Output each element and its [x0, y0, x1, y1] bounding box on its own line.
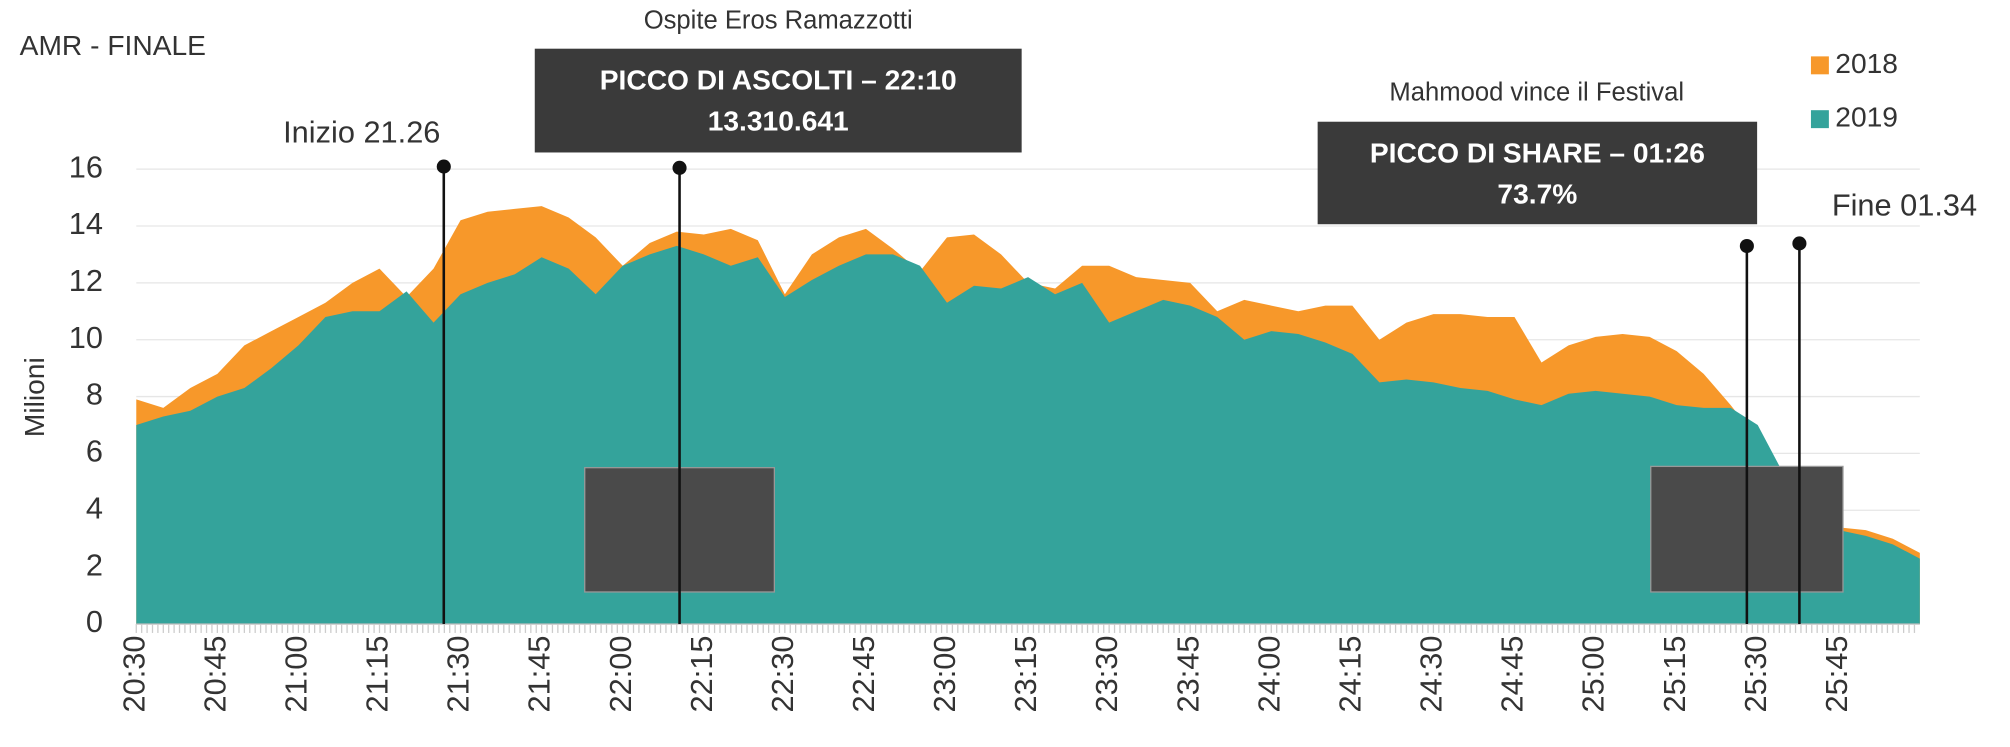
- x-tick-label: 24:00: [1251, 636, 1286, 713]
- y-axis-label: Milioni: [18, 357, 50, 437]
- annotation-text: Fine 01.34: [1832, 188, 1977, 223]
- x-tick-label: 22:30: [765, 636, 800, 713]
- annotation-text: Ospite Eros Ramazzotti: [644, 7, 913, 35]
- annotation-dot: [673, 161, 687, 175]
- x-tick-label: 21:30: [441, 636, 476, 713]
- annotation-dot: [1792, 236, 1806, 250]
- x-tick-label: 25:45: [1819, 636, 1854, 713]
- x-tick-label: 21:45: [522, 636, 557, 713]
- y-tick-label: 16: [69, 149, 103, 184]
- x-tick-label: 23:15: [1008, 636, 1043, 713]
- annotation-text: Mahmood vince il Festival: [1389, 78, 1684, 106]
- y-tick-label: 2: [86, 547, 103, 582]
- y-tick-label: 4: [86, 490, 103, 525]
- annotation-box-text: 73.7%: [1497, 177, 1577, 209]
- y-tick-label: 10: [69, 320, 103, 355]
- page: {"chart_data": { "type": "area", "title"…: [0, 0, 2010, 747]
- chart: AMR - FINALE Milioni 0 2 4 6 8 10 12 14 16 20:30 2…: [0, 0, 2010, 747]
- legend-swatch: [1811, 110, 1829, 128]
- x-tick-label: 23:45: [1170, 636, 1205, 713]
- legend-swatch: [1811, 56, 1829, 74]
- x-tick-label: 22:15: [684, 636, 719, 713]
- annotation-text: Inizio 21.26: [283, 115, 440, 150]
- x-tick-label: 22:45: [846, 636, 881, 713]
- x-tick-label: 23:00: [927, 636, 962, 713]
- x-tick-label: 20:30: [116, 636, 151, 713]
- y-tick-label: 12: [69, 263, 103, 298]
- annotation-dot: [1740, 239, 1754, 253]
- x-tick-label: 22:00: [603, 636, 638, 713]
- x-tick-label: 24:45: [1495, 636, 1530, 713]
- x-tick-label: 24:15: [1332, 636, 1367, 713]
- x-tick-label: 25:15: [1657, 636, 1692, 713]
- x-tick-label: 21:00: [279, 636, 314, 713]
- y-tick-label: 8: [86, 377, 103, 412]
- chart-title: AMR - FINALE: [20, 29, 206, 61]
- legend-label: 2018: [1835, 47, 1898, 79]
- x-tick-label: 23:30: [1089, 636, 1124, 713]
- annotation-box-text: PICCO DI ASCOLTI – 22:10: [600, 63, 957, 95]
- x-tick-label: 24:30: [1414, 636, 1449, 713]
- y-tick-label: 6: [86, 434, 103, 469]
- y-tick-label: 0: [86, 604, 103, 639]
- annotation-box-text: 13.310.641: [708, 104, 849, 136]
- y-tick-label: 14: [69, 206, 103, 241]
- annotation-dot: [437, 160, 451, 174]
- x-tick-label: 21:15: [360, 636, 395, 713]
- legend-label: 2019: [1835, 101, 1898, 133]
- annotation-box-text: PICCO DI SHARE – 01:26: [1370, 136, 1705, 168]
- x-tick-label: 20:45: [197, 636, 232, 713]
- x-tick-label: 25:00: [1576, 636, 1611, 713]
- x-tick-label: 25:30: [1738, 636, 1773, 713]
